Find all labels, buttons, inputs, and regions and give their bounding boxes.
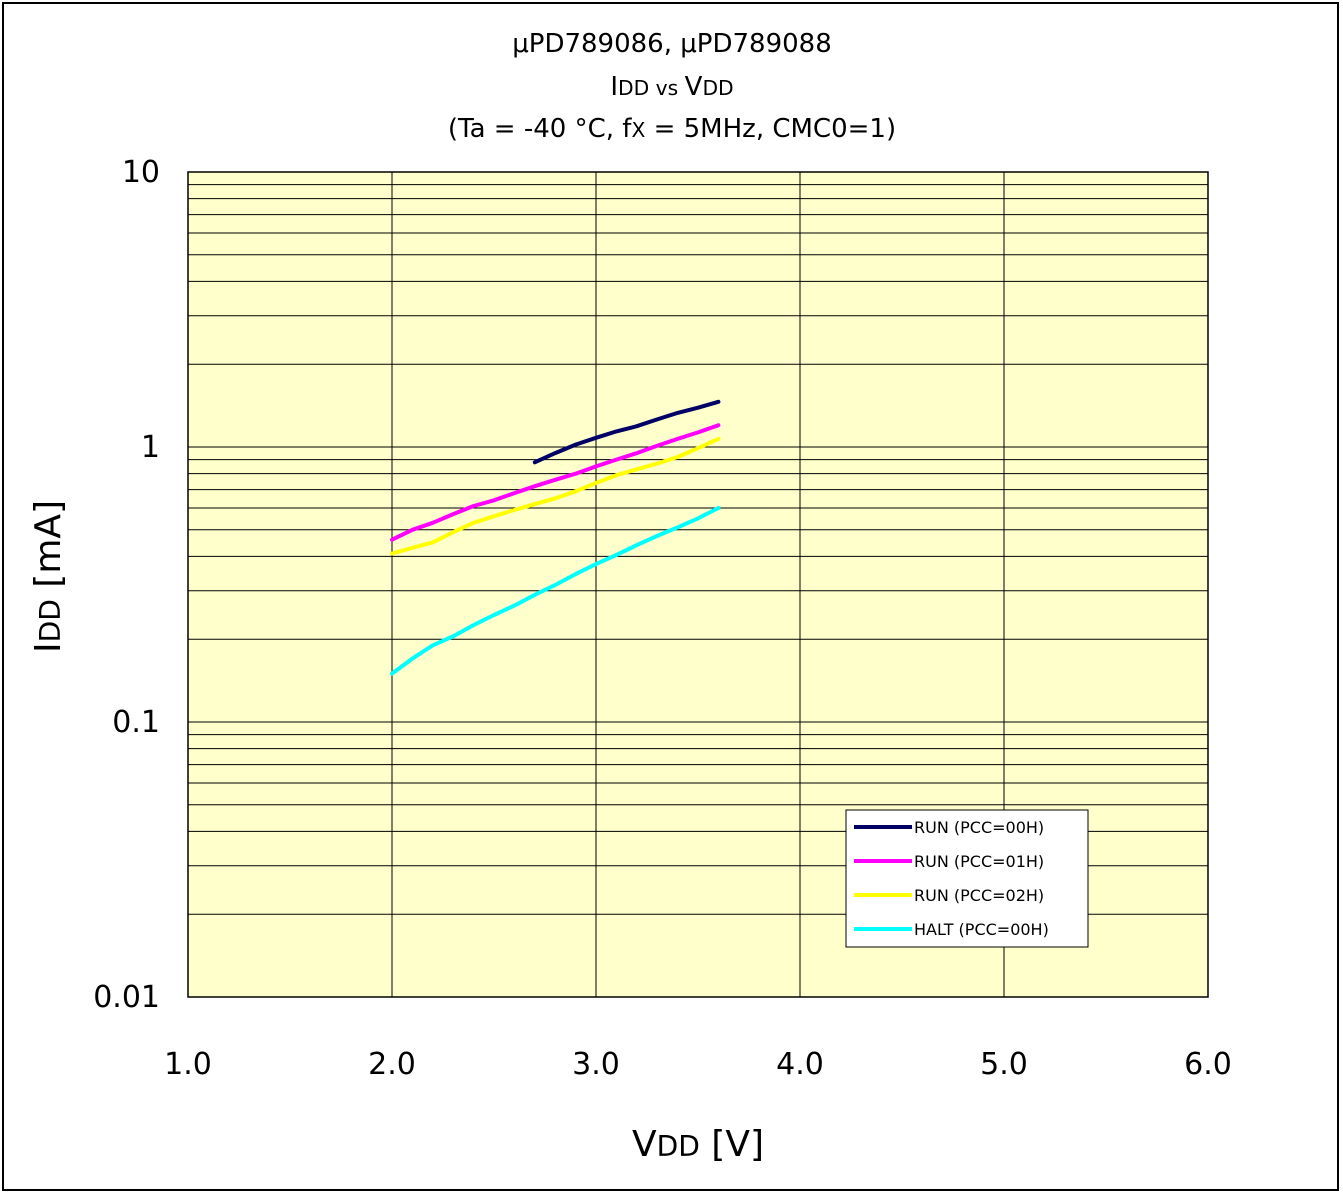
text-part: V [685,72,703,102]
x-tick-label: 3.0 [572,1047,620,1082]
x-axis-title: VDD [V] [632,1124,764,1165]
legend-label: HALT (PCC=00H) [914,920,1049,939]
legend [845,809,1089,948]
series-line-0 [532,399,721,465]
chart-title-line: (Ta = -40 °C, fX = 5MHz, CMC0=1) [448,114,896,144]
text-part: [mA] [28,500,69,599]
text-part: vs [649,76,684,100]
y-tick-label: 1 [141,430,160,465]
text-part: [V] [700,1124,764,1165]
legend-label: RUN (PCC=01H) [914,852,1044,871]
text-part: DD [34,599,67,642]
y-tick-label: 0.01 [93,980,160,1015]
text-part: (Ta = -40 °C, f [448,114,632,144]
legend-label: RUN (PCC=02H) [914,886,1044,905]
series-line-2 [390,436,721,556]
x-tick-label: 5.0 [980,1047,1028,1082]
legend-label: RUN (PCC=00H) [914,818,1044,837]
y-axis-title: IDD [mA] [28,500,69,653]
chart-title-line: IDD vs VDD [610,72,733,102]
y-tick-label: 10 [122,155,160,190]
x-tick-label: 1.0 [164,1047,212,1082]
text-part: I [610,72,618,102]
text-part: I [28,642,69,653]
series-line-1 [390,423,721,542]
text-part: DD [618,76,649,100]
x-tick-label: 2.0 [368,1047,416,1082]
text-part: = 5MHz, CMC0=1) [645,114,896,144]
chart-title-line: μPD789086, μPD789088 [512,29,832,59]
x-tick-label: 4.0 [776,1047,824,1082]
text-part: V [632,1124,657,1165]
plot-border [187,171,1209,998]
text-part: X [631,118,645,142]
text-part: DD [702,76,733,100]
text-part: DD [657,1130,700,1163]
y-tick-label: 0.1 [112,705,160,740]
series-line-3 [390,506,721,676]
x-tick-label: 6.0 [1184,1047,1232,1082]
